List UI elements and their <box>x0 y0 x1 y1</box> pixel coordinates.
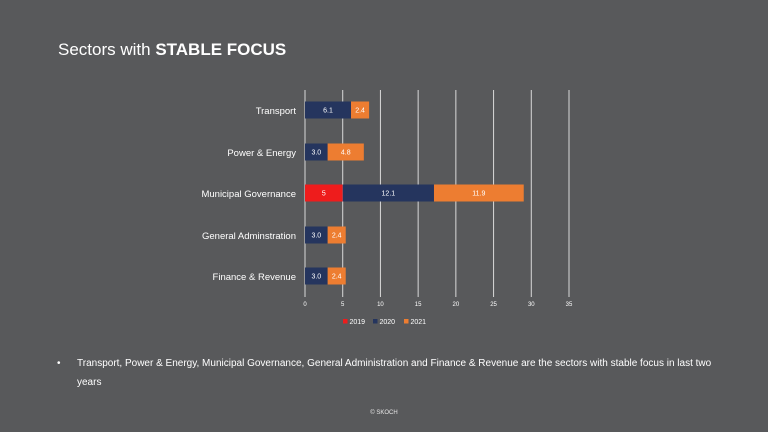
legend-label-2021: 2021 <box>411 319 427 326</box>
data-label-2021-4: 2.4 <box>332 274 342 281</box>
x-tick-label-35: 35 <box>566 302 573 308</box>
data-label-2020-0: 6.1 <box>323 108 333 115</box>
data-label-2019-2: 5 <box>322 191 326 198</box>
x-tick-label-20: 20 <box>453 302 460 308</box>
category-label-3: General Adminstration <box>202 231 296 242</box>
data-label-2020-2: 12.1 <box>382 191 396 198</box>
legend-swatch-2021 <box>404 319 409 324</box>
x-tick-label-0: 0 <box>303 302 307 308</box>
footer-copyright: © SKOCH <box>370 410 398 416</box>
title-prefix: Sectors with <box>58 40 156 59</box>
x-tick-label-25: 25 <box>490 302 497 308</box>
data-label-2020-1: 3.0 <box>311 150 321 157</box>
data-label-2020-4: 3.0 <box>311 274 321 281</box>
bar-2021-2 <box>433 184 524 202</box>
bullet-symbol: • <box>57 358 61 369</box>
category-label-2: Municipal Governance <box>201 189 296 200</box>
bar-2020-1 <box>305 143 328 161</box>
data-label-2021-3: 2.4 <box>332 233 342 240</box>
data-label-2021-0: 2.4 <box>355 108 365 115</box>
bar-2021-4 <box>327 267 346 285</box>
category-label-1: Power & Energy <box>227 148 296 159</box>
legend-label-2020: 2020 <box>380 319 396 326</box>
legend-swatch-2020 <box>373 319 378 324</box>
bullet-text: Transport, Power & Energy, Municipal Gov… <box>77 358 712 388</box>
x-tick-label-30: 30 <box>528 302 535 308</box>
bar-2020-3 <box>305 226 328 244</box>
x-tick-label-15: 15 <box>415 302 422 308</box>
data-label-2021-1: 4.8 <box>341 150 351 157</box>
bar-2021-3 <box>327 226 346 244</box>
legend-swatch-2019 <box>343 319 348 324</box>
title-bold: STABLE FOCUS <box>155 40 287 59</box>
category-label-4: Finance & Revenue <box>213 272 296 283</box>
bar-2019-2 <box>305 184 343 202</box>
bar-2020-4 <box>305 267 328 285</box>
data-label-2020-3: 3.0 <box>311 233 321 240</box>
bar-2020-0 <box>305 101 352 119</box>
x-tick-label-5: 5 <box>341 302 345 308</box>
slide-title: Sectors with STABLE FOCUS <box>58 40 286 60</box>
legend-label-2019: 2019 <box>350 319 366 326</box>
x-tick-label-10: 10 <box>377 302 384 308</box>
data-label-2021-2: 11.9 <box>472 191 485 198</box>
bullet-point: • Transport, Power & Energy, Municipal G… <box>57 354 727 392</box>
bar-2021-0 <box>351 101 370 119</box>
bar-2021-1 <box>327 143 364 161</box>
category-label-0: Transport <box>256 106 297 117</box>
bar-2020-2 <box>342 184 434 202</box>
